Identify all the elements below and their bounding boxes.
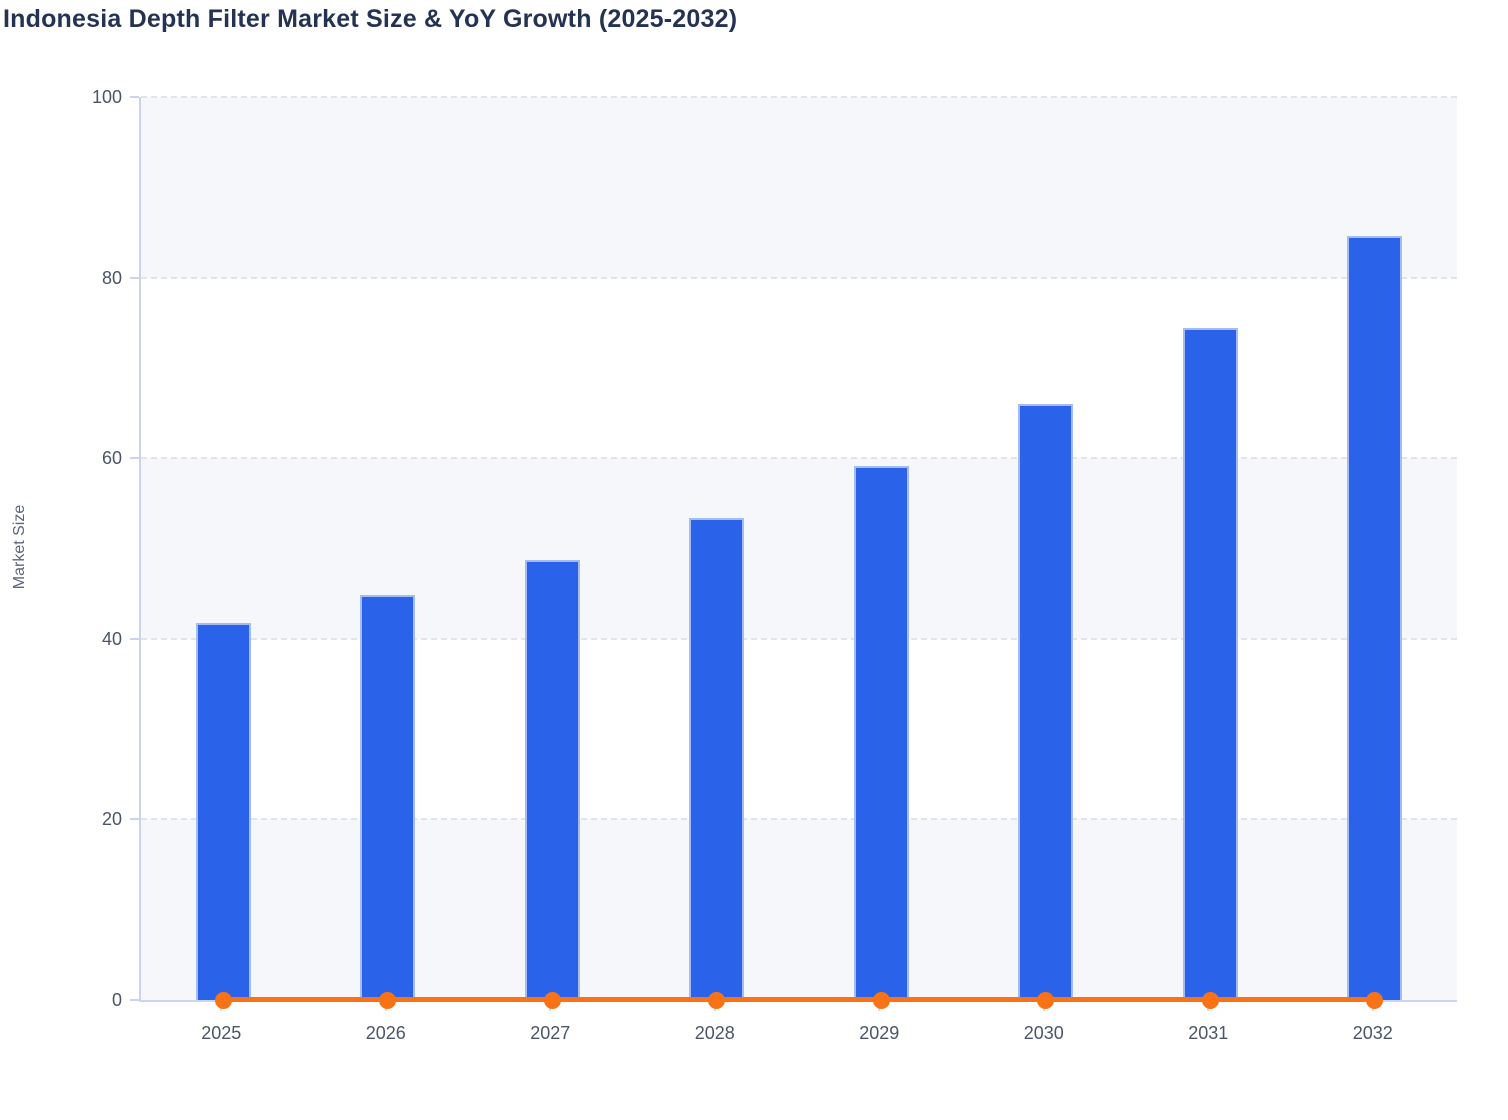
x-tick-label-2030: 2030 bbox=[1023, 1023, 1064, 1043]
y-tick-mark bbox=[130, 457, 139, 460]
plot-background-band bbox=[141, 97, 1457, 278]
gridline bbox=[141, 818, 1457, 821]
yoy-growth-marker-2032[interactable] bbox=[1366, 991, 1384, 1009]
yoy-growth-marker-2027[interactable] bbox=[543, 991, 561, 1009]
y-tick-label: 0 bbox=[111, 990, 122, 1010]
y-tick-label: 80 bbox=[101, 267, 122, 288]
bar-2027[interactable] bbox=[524, 560, 580, 1000]
bar-2031[interactable] bbox=[1182, 328, 1238, 1000]
y-tick-mark bbox=[130, 818, 139, 821]
plot-background-band bbox=[141, 458, 1457, 639]
x-axis: 2025 2026 2027 2028 2029 2030 2031 2032 bbox=[139, 1002, 1455, 1062]
y-tick-label: 60 bbox=[101, 448, 122, 469]
bar-2028[interactable] bbox=[689, 517, 745, 1000]
gridline bbox=[141, 637, 1457, 640]
bar-2025[interactable] bbox=[195, 623, 251, 1000]
x-tick-label-2028: 2028 bbox=[694, 1023, 735, 1043]
bar-2026[interactable] bbox=[360, 595, 416, 1000]
bar-2032[interactable] bbox=[1347, 236, 1403, 1000]
x-tick-label-2031: 2031 bbox=[1188, 1023, 1229, 1043]
y-tick-label: 40 bbox=[101, 628, 122, 649]
x-tick-label-2029: 2029 bbox=[859, 1023, 900, 1043]
gridline bbox=[141, 96, 1457, 98]
yoy-growth-marker-2030[interactable] bbox=[1037, 991, 1055, 1009]
x-tick-label-2026: 2026 bbox=[365, 1023, 406, 1043]
y-tick-label: 100 bbox=[91, 87, 122, 107]
yoy-growth-marker-2025[interactable] bbox=[214, 991, 232, 1009]
plot-area bbox=[139, 96, 1457, 1009]
y-tick-mark bbox=[130, 96, 139, 98]
gridline bbox=[141, 276, 1457, 279]
plot-background-band bbox=[141, 819, 1457, 1000]
y-tick-mark bbox=[130, 999, 139, 1001]
chart-title: Indonesia Depth Filter Market Size & YoY… bbox=[3, 5, 738, 33]
yoy-growth-marker-2026[interactable] bbox=[379, 991, 397, 1009]
yoy-growth-marker-2031[interactable] bbox=[1201, 991, 1219, 1009]
y-tick-label: 20 bbox=[101, 809, 122, 830]
x-tick-label-2027: 2027 bbox=[530, 1023, 571, 1043]
bar-2030[interactable] bbox=[1018, 404, 1074, 1000]
yoy-growth-marker-2028[interactable] bbox=[708, 991, 726, 1009]
y-tick-mark bbox=[130, 637, 139, 640]
yoy-growth-marker-2029[interactable] bbox=[872, 991, 890, 1009]
bar-2029[interactable] bbox=[853, 466, 909, 1000]
x-tick-label-2025: 2025 bbox=[201, 1023, 242, 1043]
y-tick-mark bbox=[130, 276, 139, 279]
gridline bbox=[141, 457, 1457, 460]
x-tick-label-2032: 2032 bbox=[1352, 1023, 1393, 1043]
y-axis: 0 20 40 60 80 100 bbox=[0, 87, 139, 1010]
yoy-growth-line bbox=[223, 997, 1375, 1002]
